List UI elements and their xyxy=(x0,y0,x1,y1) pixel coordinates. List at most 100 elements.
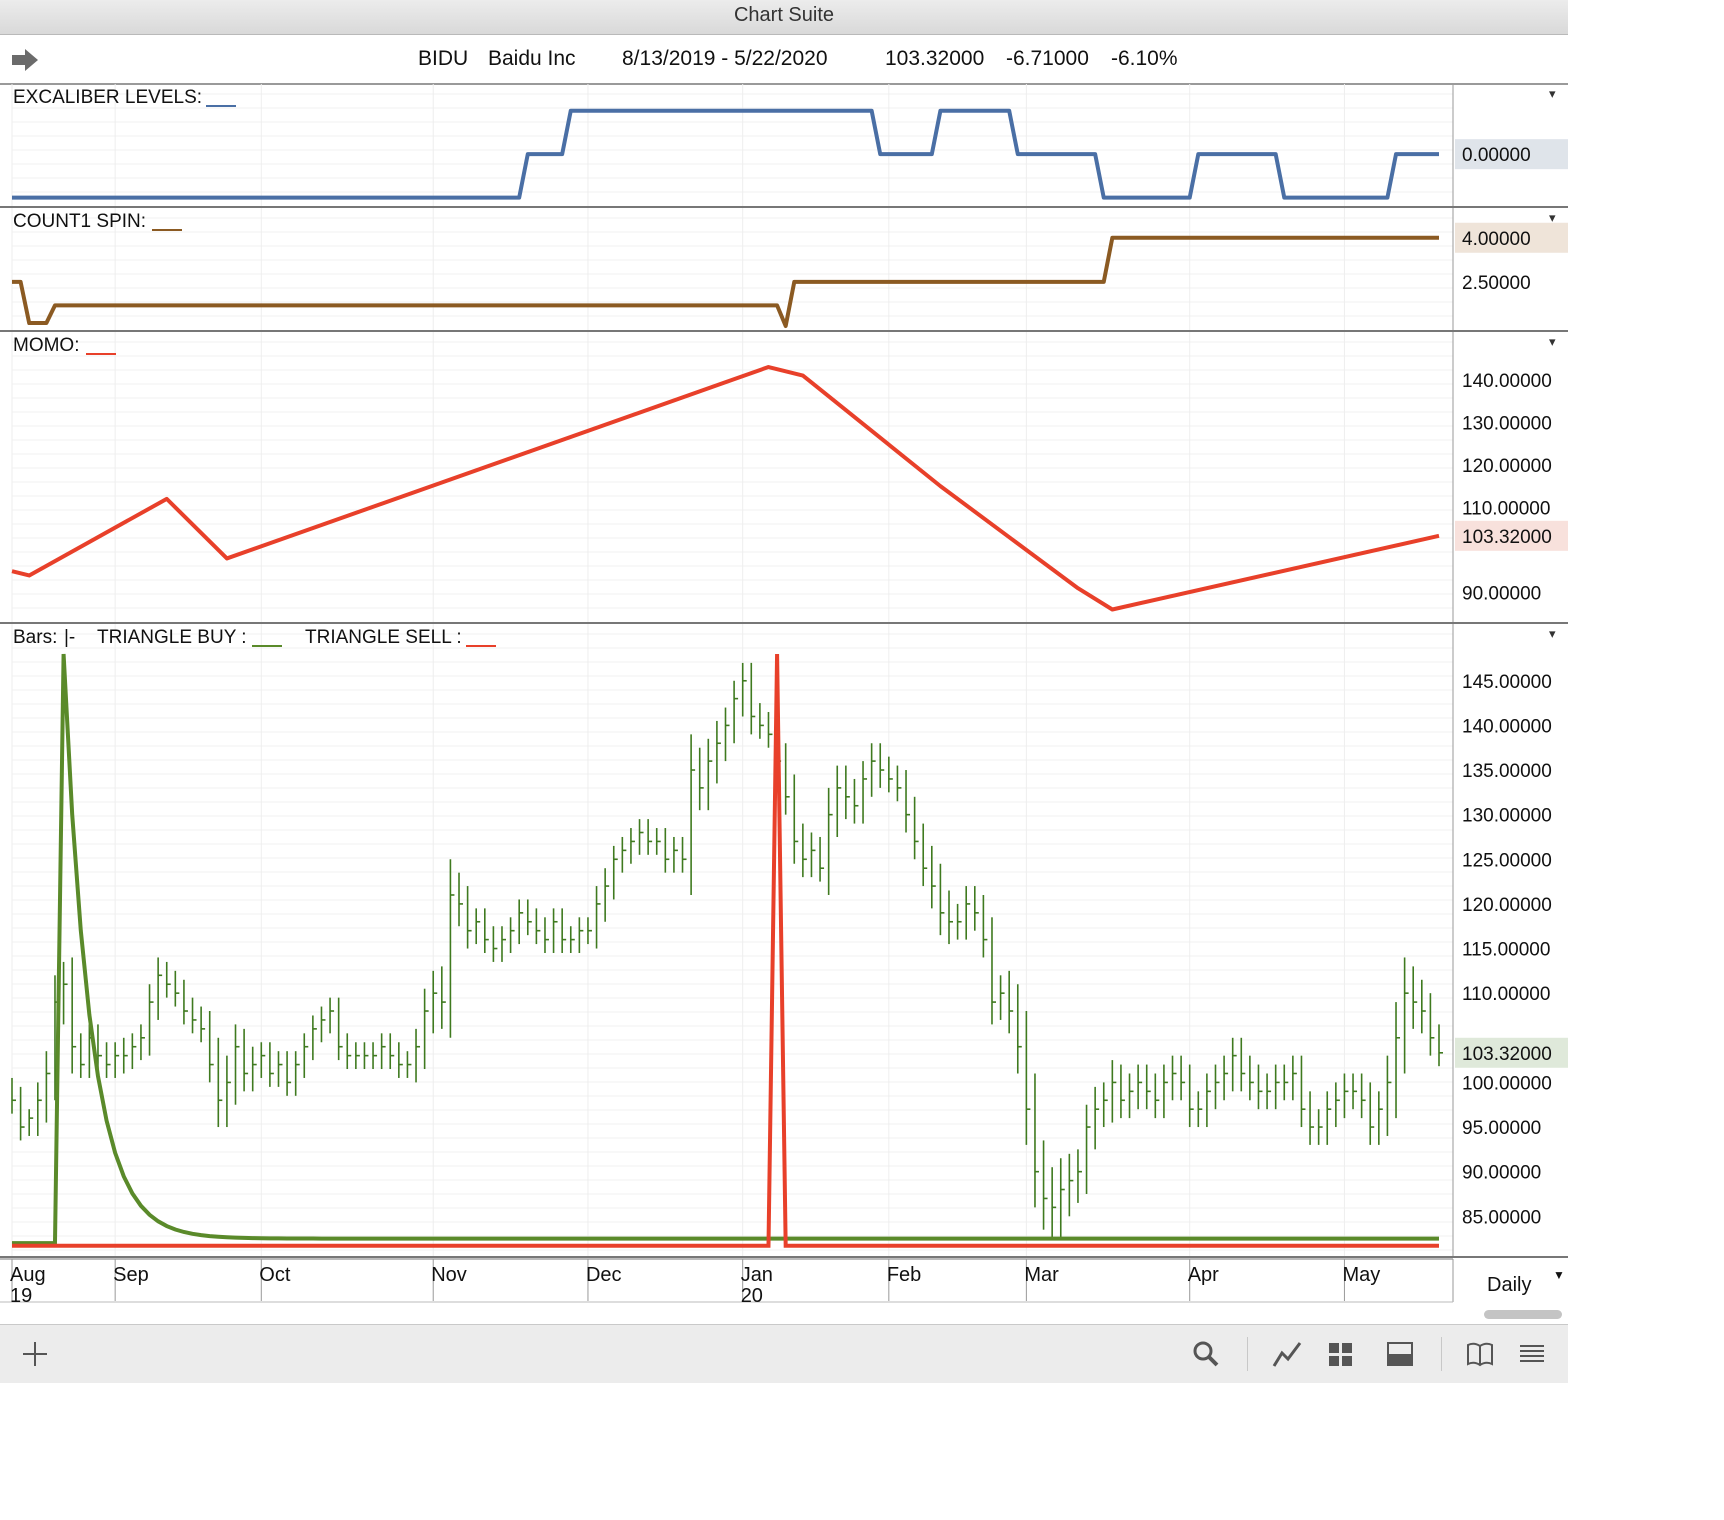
price-bar xyxy=(28,1109,34,1136)
count1-spin-panel[interactable] xyxy=(0,208,1568,332)
add-icon[interactable] xyxy=(20,1339,50,1369)
count1-spin-legend-label: COUNT1 SPIN: xyxy=(13,211,146,232)
price-bar xyxy=(698,747,704,811)
price-bar xyxy=(810,832,816,878)
momo-y-tick-label: 90.00000 xyxy=(1462,583,1541,604)
price-bar xyxy=(802,823,807,878)
price-bar xyxy=(251,1046,257,1092)
count1-spin-last-value-label: 4.00000 xyxy=(1462,229,1531,250)
price-bar xyxy=(191,997,197,1034)
momo-last-value-label: 103.32000 xyxy=(1462,527,1552,548)
momo-panel[interactable] xyxy=(0,332,1568,624)
price-bar xyxy=(217,1037,223,1128)
price-bar xyxy=(827,787,833,895)
price-y-tick-label: 135.00000 xyxy=(1462,761,1552,782)
price-bar xyxy=(1068,1153,1074,1217)
excaliber-levels-panel[interactable] xyxy=(0,84,1568,208)
price-bar xyxy=(208,1011,214,1083)
price-bar xyxy=(1231,1037,1237,1092)
price-bar xyxy=(836,765,842,837)
price-bar xyxy=(1421,979,1426,1034)
price-y-tick-label: 125.00000 xyxy=(1462,850,1552,871)
count1-spin-chevron-down-icon: ▾ xyxy=(1549,210,1556,225)
price-bar xyxy=(767,712,773,748)
price-bar xyxy=(492,926,498,962)
price-bar xyxy=(398,1042,403,1078)
momo-y-tick-label: 110.00000 xyxy=(1462,498,1550,519)
price-bar xyxy=(122,1037,128,1074)
line-chart-icon[interactable] xyxy=(1272,1339,1302,1369)
price-bar xyxy=(759,703,764,739)
price-bar xyxy=(1317,1109,1323,1145)
price-bar xyxy=(793,774,799,864)
price-bar xyxy=(664,828,670,873)
period-selector[interactable]: Daily ▼ xyxy=(1455,1262,1568,1306)
menu-icon[interactable] xyxy=(1517,1339,1547,1369)
price-bar xyxy=(1128,1073,1134,1119)
price-change: -6.71000 xyxy=(1006,47,1089,70)
price-bar xyxy=(415,1028,421,1083)
price-bar xyxy=(853,778,859,824)
price-bar xyxy=(845,765,850,820)
price-bar xyxy=(922,823,928,887)
price-bar xyxy=(1077,1149,1082,1203)
price-bar xyxy=(535,908,541,945)
price-bar xyxy=(819,836,825,882)
triangle-sell-legend-label: TRIANGLE SELL : xyxy=(305,627,462,648)
excaliber-levels-legend-label: EXCALIBER LEVELS: xyxy=(13,87,202,108)
price-bar xyxy=(1016,984,1022,1074)
price-bar xyxy=(879,743,885,788)
price-bar xyxy=(423,988,429,1070)
price-bar xyxy=(1403,957,1409,1074)
x-tick-label: Jan xyxy=(741,1264,773,1286)
x-tick-label: Oct xyxy=(259,1264,291,1286)
price-bar xyxy=(621,836,627,873)
price-bar xyxy=(226,1055,231,1128)
price-y-tick-label: 85.00000 xyxy=(1462,1207,1541,1228)
search-icon[interactable] xyxy=(1191,1339,1221,1369)
price-bar xyxy=(1145,1064,1151,1110)
price-bar xyxy=(372,1042,378,1070)
price-bar xyxy=(1249,1055,1254,1101)
x-tick-label: Apr xyxy=(1188,1264,1219,1286)
price-bar xyxy=(286,1051,292,1096)
price-bar xyxy=(1042,1140,1048,1230)
price-bar xyxy=(518,899,524,945)
price-bar xyxy=(131,1033,137,1070)
price-bar xyxy=(509,917,515,953)
price-bar xyxy=(1429,993,1435,1056)
grid-icon[interactable] xyxy=(1326,1339,1356,1369)
price-bar xyxy=(19,1086,25,1141)
price-bar xyxy=(1085,1104,1091,1194)
price-bar xyxy=(991,917,996,1025)
price-bar xyxy=(105,1042,111,1078)
price-bar xyxy=(561,908,567,953)
price-bar xyxy=(79,1033,85,1078)
price-bar xyxy=(544,917,549,953)
price-bar xyxy=(1369,1082,1375,1145)
horizontal-scrollbar[interactable] xyxy=(1484,1310,1562,1319)
count1-spin-series-line xyxy=(12,235,1439,328)
price-bar xyxy=(501,926,506,962)
bars-chevron-down-icon: ▾ xyxy=(1549,626,1556,641)
price-y-tick-label: 140.00000 xyxy=(1462,716,1552,737)
price-bar xyxy=(1034,1073,1039,1208)
price-bar xyxy=(45,1051,51,1123)
price-bar xyxy=(707,738,713,811)
price-bar xyxy=(1137,1064,1143,1110)
price-bar xyxy=(1154,1073,1160,1119)
price-bar xyxy=(1240,1037,1246,1092)
share-arrow-icon[interactable] xyxy=(10,47,40,73)
price-bar xyxy=(630,828,635,864)
price-bar xyxy=(733,680,739,744)
symbol-info-bar: BIDU Baidu Inc 8/13/2019 - 5/22/2020 103… xyxy=(0,35,1568,85)
price-bar xyxy=(36,1082,42,1136)
price-bar xyxy=(595,886,601,949)
chart-area[interactable]: ▾ ▾ ▾ ▾ EXCALIBER LEVELS: 0.00000 COUNT1 SPIN:… xyxy=(0,84,1568,1324)
price-y-tick-label: 145.00000 xyxy=(1462,672,1552,693)
excaliber-levels-series-line xyxy=(12,108,1439,200)
panel-icon[interactable] xyxy=(1385,1339,1415,1369)
price-bar xyxy=(277,1051,283,1087)
price-y-tick-label: 100.00000 xyxy=(1462,1073,1552,1094)
book-icon[interactable] xyxy=(1465,1339,1495,1369)
